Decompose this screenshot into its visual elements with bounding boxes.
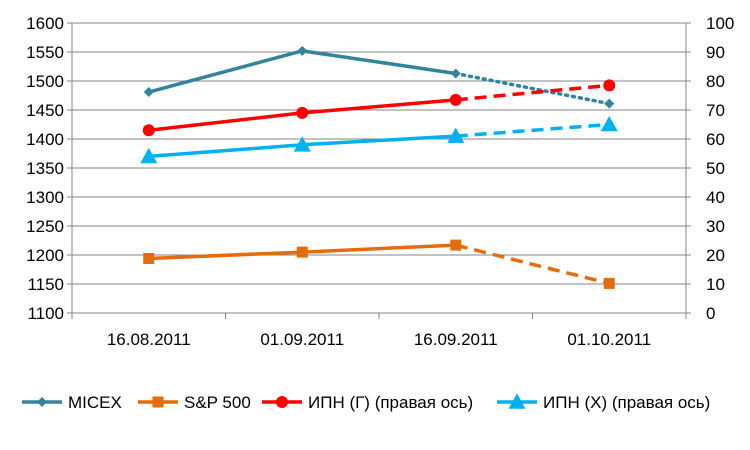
left-axis-tick-label: 1150 (27, 275, 64, 294)
legend-item-4: ИПН (Х) (правая ось) (497, 393, 710, 412)
right-axis-tick-label: 80 (706, 72, 725, 91)
series-3-point (142, 124, 155, 137)
left-axis-tick-label: 1300 (26, 188, 64, 207)
left-axis-tick-label: 1250 (26, 217, 64, 236)
right-axis-tick-label: 10 (706, 275, 725, 294)
right-axis-tick-label: 0 (706, 304, 715, 323)
legend-item-4-marker (508, 393, 526, 409)
series-2-forecast-line (455, 243, 610, 286)
series-2-point (450, 239, 462, 251)
series-2-point (143, 252, 155, 264)
legend-item-2-marker (152, 396, 164, 408)
legend-item-3: ИПН (Г) (правая ось) (262, 393, 473, 412)
series-3-point (296, 106, 309, 119)
left-axis-tick-label: 1600 (26, 14, 64, 33)
series-2-point (603, 277, 615, 289)
x-axis-tick-label: 16.09.2011 (414, 330, 498, 349)
series-4-forecast-line (455, 122, 610, 138)
series-group (140, 45, 618, 289)
series-1-line (148, 49, 457, 94)
series-2 (143, 239, 615, 289)
x-axis-tick-label: 01.10.2011 (567, 330, 651, 349)
legend: MICEX S&P 500 ИПН (Г) (правая ось) ИПН (Х) … (22, 393, 710, 412)
x-axis-tick-label: 16.08.2011 (107, 330, 191, 349)
series-1-point (450, 68, 461, 79)
right-axis-tick-label: 40 (706, 188, 725, 207)
series-1-point (297, 45, 308, 56)
left-axis-tick-label: 1350 (26, 159, 64, 178)
gridlines (72, 22, 686, 314)
series-2-point (296, 246, 308, 258)
series-4-point (140, 147, 158, 164)
series-1-point (604, 98, 615, 109)
right-axis-tick-label: 90 (706, 43, 725, 62)
left-axis-tick-label: 1450 (26, 101, 64, 120)
right-axis-tick-label: 50 (706, 159, 725, 178)
legend-item-1: MICEX (22, 393, 122, 412)
legend-item-3-label: ИПН (Г) (правая ось) (308, 393, 473, 412)
series-3-point (603, 79, 616, 92)
right-axis-tick-label: 30 (706, 217, 725, 236)
series-4-point (293, 136, 311, 152)
series-3-forecast-line (455, 83, 610, 102)
legend-item-3-marker (276, 396, 288, 408)
legend-item-2-label: S&P 500 (184, 393, 251, 412)
left-axis-tick-label: 1400 (26, 130, 64, 149)
axes: 1100 1150 1200 1250 1300 1350 1400 1450 1500 1550… (26, 14, 734, 349)
left-axis-tick-label: 1550 (26, 43, 64, 62)
series-1-forecast-line (454, 71, 611, 106)
legend-item-1-marker (37, 397, 47, 407)
left-axis-tick-label: 1500 (26, 72, 64, 91)
series-4-point (447, 127, 465, 143)
legend-item-2: S&P 500 (138, 393, 251, 412)
series-4-point (600, 116, 618, 132)
right-axis-tick-label: 100 (706, 14, 734, 33)
legend-item-4-label: ИПН (Х) (правая ось) (543, 393, 710, 412)
series-3 (142, 79, 616, 137)
series-1 (143, 45, 615, 109)
right-axis-tick-label: 60 (706, 130, 725, 149)
right-axis-tick-label: 70 (706, 101, 725, 120)
left-axis-tick-label: 1200 (26, 246, 64, 265)
x-axis-tick-label: 01.09.2011 (260, 330, 344, 349)
series-1-point (143, 87, 154, 98)
left-axis-tick-label: 1100 (27, 304, 64, 323)
legend-item-1-label: MICEX (68, 393, 122, 412)
series-4 (140, 116, 618, 164)
series-3-point (449, 93, 462, 106)
right-axis-tick-label: 20 (706, 246, 725, 265)
